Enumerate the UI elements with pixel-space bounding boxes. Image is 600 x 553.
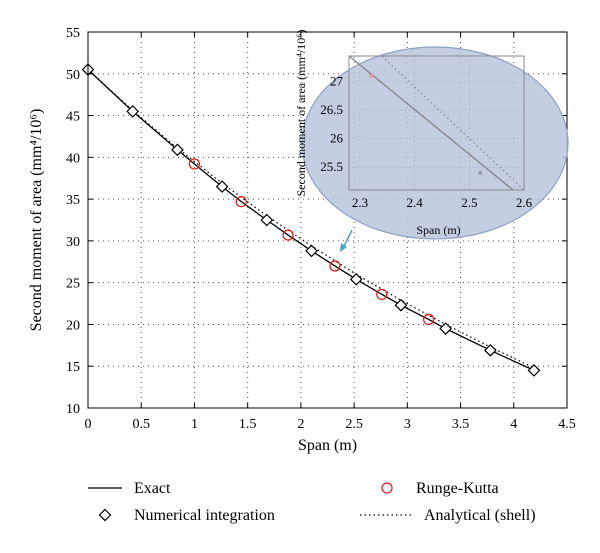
runge-kutta-point	[235, 195, 247, 208]
inset-numerical-integration-point	[478, 170, 483, 175]
inset-runge-kutta-point	[368, 73, 373, 78]
inset-y-tick-label: 26	[330, 131, 344, 146]
numerical-integration-point	[527, 364, 541, 377]
runge-kutta-point	[282, 229, 294, 241]
inset-frame	[348, 55, 525, 191]
numerical-integration-point	[349, 272, 363, 286]
x-tick-label: 4	[510, 417, 517, 432]
legend-runge-kutta-label: Runge-Kutta	[416, 480, 499, 497]
main-axes: 0 0.5 1 1.5 2 2.5 3 3.5 4 4.5 10 15 20 25 30 35 40 45 50 55…	[28, 26, 576, 454]
numerical-integration-point	[484, 343, 497, 357]
runge-kutta-point	[422, 313, 435, 326]
x-tick-label: 1	[191, 417, 198, 432]
inset-pointer-arrowhead	[340, 243, 347, 252]
y-tick-label: 25	[66, 277, 80, 292]
x-tick-label: 2.5	[345, 417, 363, 432]
inset-x-tick-label: 2.4	[407, 195, 424, 210]
inset-y-tick-label: 25.5	[320, 159, 343, 174]
runge-kutta-point	[376, 288, 388, 301]
plot-frame	[87, 31, 568, 409]
runge-kutta-point	[188, 158, 201, 170]
main-plot-area	[81, 32, 567, 408]
inset-x-axis-label: Span (m)	[416, 223, 460, 237]
inset-y-tick-label: 26.5	[320, 102, 343, 117]
inset-pointer-arrow	[343, 229, 353, 247]
x-tick-label: 1.5	[239, 417, 257, 432]
numerical-integration-point	[215, 180, 229, 193]
legend-analytical-shell-label: Analytical (shell)	[424, 507, 536, 524]
numerical-integration-point	[171, 143, 184, 157]
inset-x-tick-label: 2.6	[516, 195, 533, 210]
numerical-integration-point	[394, 298, 408, 312]
inset-x-tick-label: 2.3	[352, 195, 368, 210]
legend-runge-kutta-swatch	[381, 482, 393, 494]
legend-numerical-integration-swatch	[98, 508, 112, 522]
legend: Exact Numerical integration Runge-Kutta Ana…	[88, 480, 536, 524]
y-tick-label: 40	[66, 151, 80, 166]
inset-ellipse-background	[301, 46, 569, 240]
numerical-integration-point	[260, 213, 274, 227]
y-tick-label: 10	[66, 402, 80, 417]
legend-numerical-integration-label: Numerical integration	[134, 507, 275, 524]
analytical-shell-line	[87, 69, 535, 369]
y-tick-label: 30	[66, 235, 80, 250]
y-tick-label: 55	[66, 26, 80, 41]
x-tick-label: 3	[404, 417, 411, 432]
numerical-integration-point	[126, 105, 140, 118]
y-tick-label: 50	[66, 68, 80, 83]
inset-x-tick-label: 2.5	[461, 195, 477, 210]
x-tick-label: 4.5	[558, 417, 576, 432]
x-tick-label: 3.5	[452, 417, 470, 432]
inset-zoom: 2.3 2.4 2.5 2.6 25.5 26 26.5 27 Span (m) Second m…	[294, 30, 569, 252]
legend-exact-label: Exact	[134, 480, 171, 497]
inset-y-tick-label: 27	[330, 74, 344, 89]
x-tick-label: 2	[297, 417, 304, 432]
x-tick-label: 0	[85, 417, 92, 432]
numerical-integration-point	[305, 244, 318, 258]
runge-kutta-point	[329, 260, 341, 272]
y-axis-label: Second moment of area (mm⁴/10⁶)	[28, 109, 45, 332]
inset-analytical-shell-line	[381, 55, 525, 191]
y-tick-label: 45	[66, 110, 80, 125]
x-tick-label: 0.5	[132, 417, 150, 432]
y-tick-label: 35	[66, 193, 80, 208]
numerical-integration-point	[439, 322, 453, 335]
y-tick-label: 20	[66, 318, 80, 333]
inset-exact-line	[348, 55, 514, 191]
x-axis-label: Span (m)	[298, 437, 357, 454]
inset-y-axis-label: Second moment of area (mm⁴/10⁶)	[294, 30, 308, 197]
y-tick-label: 15	[66, 360, 80, 375]
